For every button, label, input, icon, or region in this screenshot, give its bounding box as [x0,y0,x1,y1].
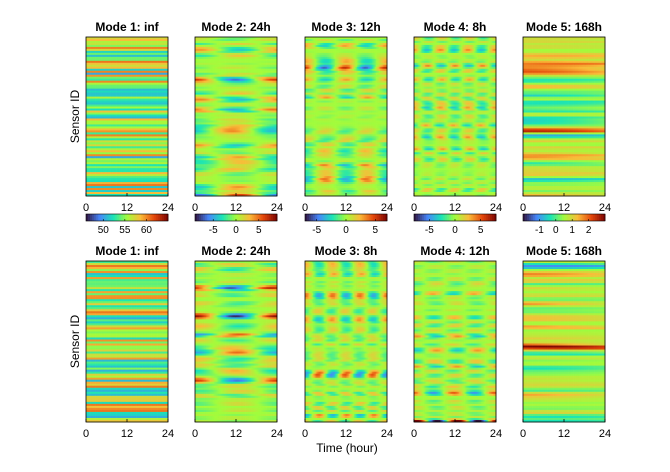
heatmap-panel [86,37,168,196]
figure: Mode 1: inf0 12 2450 55 60Mode 2: 24h0 12 24-5… [0,0,670,472]
